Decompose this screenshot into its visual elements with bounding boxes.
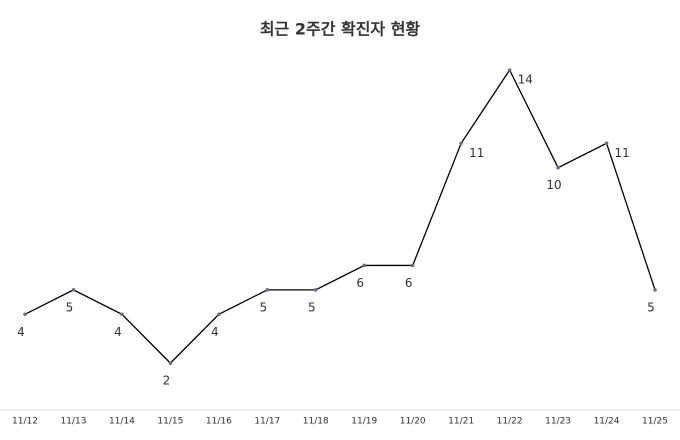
point <box>313 288 318 292</box>
x-tick-label: 11/18 <box>303 417 329 427</box>
x-tick-label: 11/20 <box>400 417 426 427</box>
x-tick-label: 11/16 <box>206 417 232 427</box>
x-tick-label: 11/15 <box>157 417 183 427</box>
point <box>362 263 367 268</box>
data-label: 5 <box>308 300 316 314</box>
point <box>459 141 463 146</box>
point <box>217 312 221 317</box>
x-tick-label: 11/13 <box>60 417 86 427</box>
data-label: 11 <box>615 146 630 160</box>
data-label: 5 <box>259 300 267 314</box>
chart-title: 최근 2주간 확진자 현황 <box>260 20 421 39</box>
x-tick-label: 11/22 <box>497 417 523 427</box>
data-label: 6 <box>356 276 364 290</box>
line <box>24 68 656 365</box>
x-tick-label: 11/21 <box>448 417 474 427</box>
data-label: 11 <box>469 146 484 160</box>
point <box>265 288 270 292</box>
x-tick-label: 11/17 <box>254 417 280 427</box>
data-label: 6 <box>405 276 413 290</box>
point <box>604 141 609 146</box>
data-label: 5 <box>647 300 655 314</box>
point <box>120 312 124 317</box>
x-tick-label: 11/19 <box>351 417 377 427</box>
point <box>23 312 27 317</box>
point <box>507 68 512 72</box>
data-label: 5 <box>66 300 74 314</box>
x-tick-label: 11/23 <box>545 417 571 427</box>
point <box>556 165 560 170</box>
data-label: 4 <box>17 325 25 339</box>
point <box>71 288 76 292</box>
point <box>410 263 415 268</box>
x-tick-label: 11/12 <box>12 417 38 427</box>
point <box>653 288 657 292</box>
data-label: 4 <box>211 325 219 339</box>
data-label: 2 <box>163 374 171 388</box>
x-tick-label: 11/14 <box>109 417 135 427</box>
point <box>168 361 173 365</box>
x-tick-label: 11/24 <box>594 417 620 427</box>
data-label: 10 <box>546 178 561 192</box>
data-label: 4 <box>114 325 122 339</box>
data-label: 14 <box>518 73 533 87</box>
x-tick-label: 11/25 <box>642 417 668 427</box>
